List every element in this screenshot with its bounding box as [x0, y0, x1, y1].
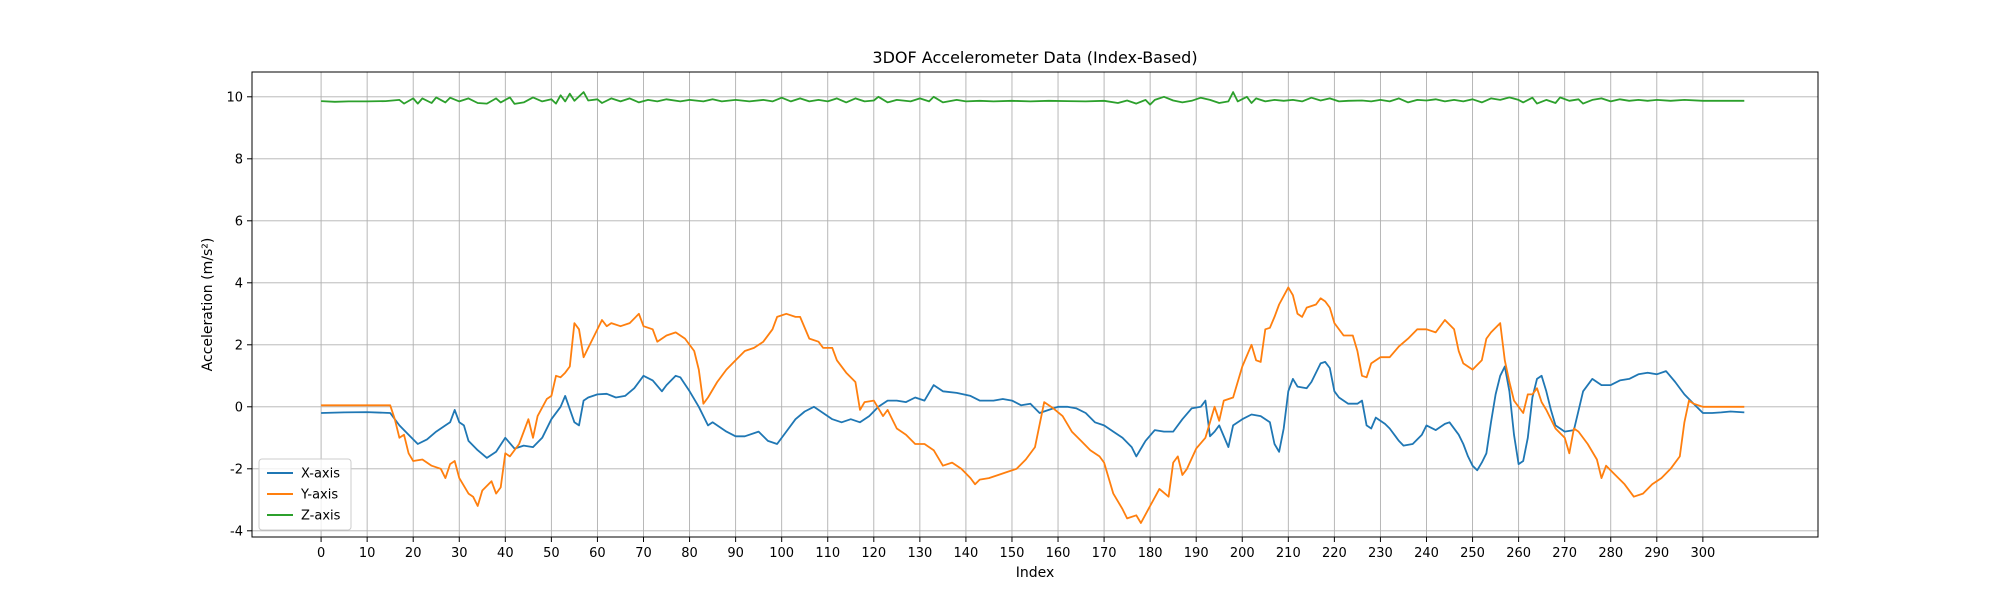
chart-title: 3DOF Accelerometer Data (Index-Based) — [872, 48, 1197, 67]
x-tick-label: 100 — [769, 546, 794, 561]
y-tick-label: 4 — [235, 276, 243, 291]
series-lines — [321, 91, 1745, 524]
x-tick-label: 50 — [543, 546, 560, 561]
x-tick-label: 220 — [1322, 546, 1347, 561]
x-tick-label: 30 — [451, 546, 468, 561]
x-tick-label: 0 — [317, 546, 325, 561]
x-tick-label: 180 — [1138, 546, 1163, 561]
x-tick-label: 120 — [861, 546, 886, 561]
legend-box — [258, 458, 352, 531]
x-tick-label: 160 — [1046, 546, 1071, 561]
x-tick-label: 260 — [1506, 546, 1531, 561]
x-tick-label: 250 — [1460, 546, 1485, 561]
series-line-z-axis — [321, 91, 1745, 106]
x-tick-label: 10 — [359, 546, 376, 561]
x-axis: 0 10 20 30 40 50 60 70 80 90 100 110 120 130 140 150 160… — [317, 537, 1715, 561]
x-tick-label: 90 — [727, 546, 744, 561]
x-tick-label: 200 — [1230, 546, 1255, 561]
x-tick-label: 40 — [497, 546, 514, 561]
x-tick-label: 230 — [1368, 546, 1393, 561]
legend-label: X-axis — [301, 467, 340, 482]
y-tick-label: 10 — [226, 90, 243, 105]
y-tick-label: 6 — [235, 214, 243, 229]
x-tick-label: 240 — [1414, 546, 1439, 561]
y-axis-label: Acceleration (m/s²) — [200, 238, 216, 372]
x-tick-label: 110 — [815, 546, 840, 561]
x-tick-label: 270 — [1552, 546, 1577, 561]
y-tick-label: -2 — [230, 462, 243, 477]
x-tick-label: 300 — [1690, 546, 1715, 561]
x-tick-label: 280 — [1598, 546, 1623, 561]
x-tick-label: 140 — [953, 546, 978, 561]
y-tick-label: -4 — [230, 524, 243, 539]
x-tick-label: 170 — [1092, 546, 1117, 561]
y-tick-label: 8 — [235, 152, 243, 167]
x-tick-label: 130 — [907, 546, 932, 561]
plot-frame — [251, 71, 1819, 538]
y-tick-label: 2 — [235, 338, 243, 353]
series-line-x-axis — [321, 360, 1745, 472]
x-tick-label: 80 — [681, 546, 698, 561]
x-tick-label: 20 — [405, 546, 422, 561]
y-axis: -4 -2 0 2 4 6 8 10 — [226, 90, 252, 539]
y-tick-label: 0 — [235, 400, 243, 415]
grid — [252, 72, 1818, 537]
x-axis-label: Index — [1016, 565, 1055, 581]
x-tick-label: 290 — [1644, 546, 1669, 561]
x-tick-label: 150 — [1000, 546, 1025, 561]
x-tick-label: 190 — [1184, 546, 1209, 561]
legend-label: Y-axis — [300, 488, 338, 503]
series-line-y-axis — [321, 286, 1745, 524]
x-tick-label: 70 — [635, 546, 652, 561]
x-tick-label: 60 — [589, 546, 606, 561]
legend: X-axis Y-axis Z-axis — [258, 458, 352, 531]
legend-label: Z-axis — [301, 509, 341, 524]
x-tick-label: 210 — [1276, 546, 1301, 561]
